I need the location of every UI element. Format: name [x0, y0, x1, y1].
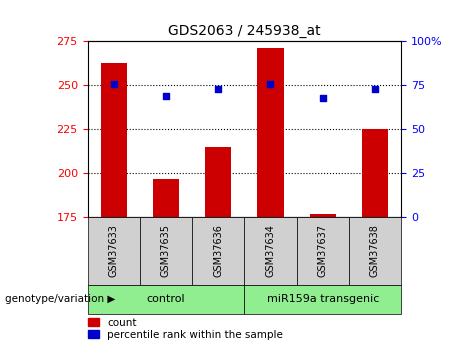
Text: GSM37634: GSM37634	[266, 225, 276, 277]
Point	[214, 86, 222, 92]
Point	[162, 93, 170, 99]
Bar	[205, 147, 231, 217]
Point	[319, 95, 326, 100]
Point	[110, 81, 118, 86]
Point	[371, 86, 378, 92]
Bar	[153, 179, 179, 217]
Text: miR159a transgenic: miR159a transgenic	[266, 294, 379, 304]
Title: GDS2063 / 245938_at: GDS2063 / 245938_at	[168, 23, 321, 38]
Text: GSM37638: GSM37638	[370, 225, 380, 277]
Bar	[310, 214, 336, 217]
Text: genotype/variation ▶: genotype/variation ▶	[5, 294, 115, 304]
Legend: count, percentile rank within the sample: count, percentile rank within the sample	[88, 318, 283, 340]
Text: control: control	[147, 294, 185, 304]
Bar	[100, 62, 127, 217]
Text: GSM37636: GSM37636	[213, 225, 223, 277]
Bar	[257, 48, 284, 217]
Text: GSM37635: GSM37635	[161, 225, 171, 277]
Text: GSM37637: GSM37637	[318, 225, 328, 277]
Point	[267, 81, 274, 86]
Text: GSM37633: GSM37633	[109, 225, 119, 277]
Bar	[362, 129, 388, 217]
